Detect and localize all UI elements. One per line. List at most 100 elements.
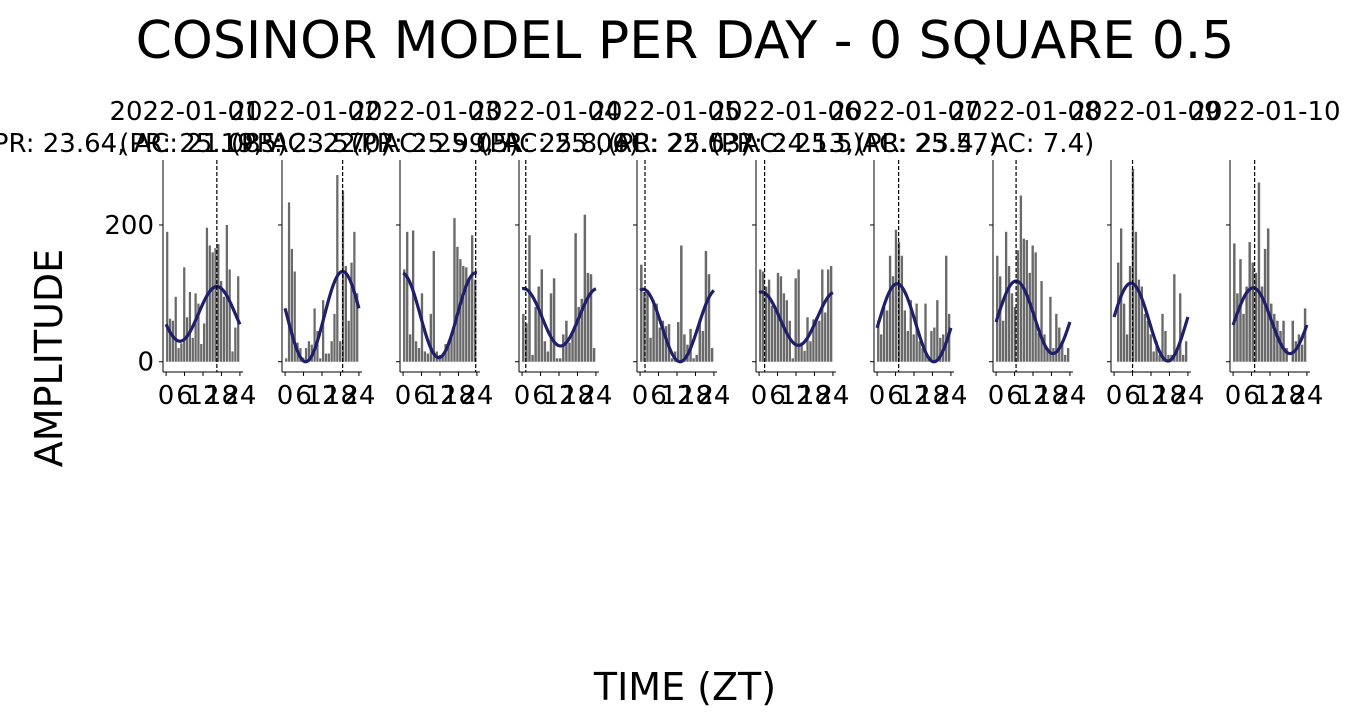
x-tick-label: 24	[460, 381, 493, 411]
bar	[652, 300, 655, 362]
x-tick-label: 18	[1035, 381, 1068, 411]
cosinor-fit-line	[521, 286, 597, 348]
bar	[183, 267, 186, 362]
bar	[945, 255, 948, 362]
bar	[1146, 320, 1149, 362]
x-tick-label: 0	[869, 381, 886, 411]
bar	[882, 307, 886, 362]
bar	[194, 293, 197, 362]
cosinor-fit-line	[758, 290, 834, 347]
bar	[406, 231, 409, 362]
bar	[1242, 313, 1245, 362]
bar	[707, 274, 711, 362]
bar	[1125, 334, 1129, 362]
panel-title-group: 2022-01-06(PR: 25.5, AC: 25.5)	[607, 97, 862, 159]
y-tick-label: 200	[104, 211, 154, 241]
x-tick-label: 6	[176, 381, 193, 411]
panel-title: 2022-01-08	[949, 97, 1100, 127]
panel-title-group: 2022-01-09	[1069, 97, 1220, 127]
panel-subtitle: (PR: 23.57, AC: 25.05)	[231, 129, 519, 159]
bar	[643, 291, 646, 362]
x-tick-label: 6	[1124, 381, 1141, 411]
bar	[426, 353, 430, 362]
bar	[1155, 341, 1158, 362]
bar	[290, 248, 293, 362]
bar	[1291, 320, 1295, 362]
bar	[1161, 313, 1164, 362]
bar	[188, 291, 192, 362]
bar	[429, 313, 433, 362]
bar	[313, 308, 316, 362]
bar	[1049, 296, 1052, 362]
x-tick-label: 0	[395, 381, 412, 411]
bar	[912, 334, 915, 362]
x-tick-label: 0	[277, 381, 294, 411]
bar	[217, 244, 220, 362]
panel-title: 2022-01-07	[829, 97, 980, 127]
bar	[1266, 228, 1270, 362]
cosinor-fit-line	[164, 284, 242, 343]
bar	[770, 305, 774, 362]
bar	[818, 320, 821, 362]
bar	[304, 348, 308, 362]
bar	[877, 320, 880, 362]
bar	[468, 279, 471, 362]
bar	[528, 235, 531, 362]
bar	[1303, 308, 1307, 362]
x-tick-label: 12	[423, 381, 456, 411]
bar	[287, 202, 291, 362]
bar	[571, 330, 574, 362]
x-tick-label: 12	[186, 381, 219, 411]
bar	[459, 259, 462, 362]
bar	[465, 267, 468, 362]
bar	[1134, 231, 1138, 362]
x-tick-label: 18	[679, 381, 712, 411]
bar	[350, 262, 353, 362]
bar	[885, 310, 889, 362]
bar	[462, 266, 465, 362]
bar	[762, 271, 765, 362]
bar	[450, 335, 453, 362]
bar	[222, 296, 226, 362]
panel-subtitle: (PR: 25.99, AC: 25.06)	[351, 129, 639, 159]
bar	[1236, 293, 1239, 362]
panel-title: 2022-01-06	[709, 97, 860, 127]
panel-title: 2022-01-02	[229, 97, 380, 127]
bar	[800, 342, 803, 362]
x-tick-label: 24	[697, 381, 730, 411]
bar	[824, 312, 827, 362]
bar	[423, 351, 427, 362]
bar	[812, 319, 815, 362]
bar	[441, 354, 444, 362]
bar	[664, 326, 668, 362]
bar	[333, 313, 336, 362]
bar	[336, 175, 339, 362]
bar	[552, 278, 556, 362]
bar	[1233, 243, 1236, 362]
x-tick-label: 0	[751, 381, 768, 411]
bar	[888, 255, 892, 362]
bar	[168, 318, 172, 362]
bar	[414, 341, 418, 362]
bar	[1140, 286, 1144, 362]
bar	[185, 317, 189, 362]
x-tick-label: 18	[916, 381, 949, 411]
bar	[1022, 238, 1026, 362]
bar	[339, 341, 342, 362]
cosinor-fit-line	[402, 271, 478, 360]
figure-suptitle: COSINOR MODEL PER DAY - 0 SQUARE 0.5	[136, 11, 1235, 71]
bar	[1037, 333, 1040, 362]
bar	[471, 235, 474, 362]
bar	[234, 327, 237, 362]
bar	[646, 289, 649, 362]
panel-title-group: 2022-01-07(PR: 24.13, AC: 25.57)	[711, 97, 999, 159]
x-tick-label: 18	[1153, 381, 1186, 411]
bar	[996, 255, 999, 362]
bar	[915, 303, 918, 362]
bar	[1010, 293, 1014, 362]
